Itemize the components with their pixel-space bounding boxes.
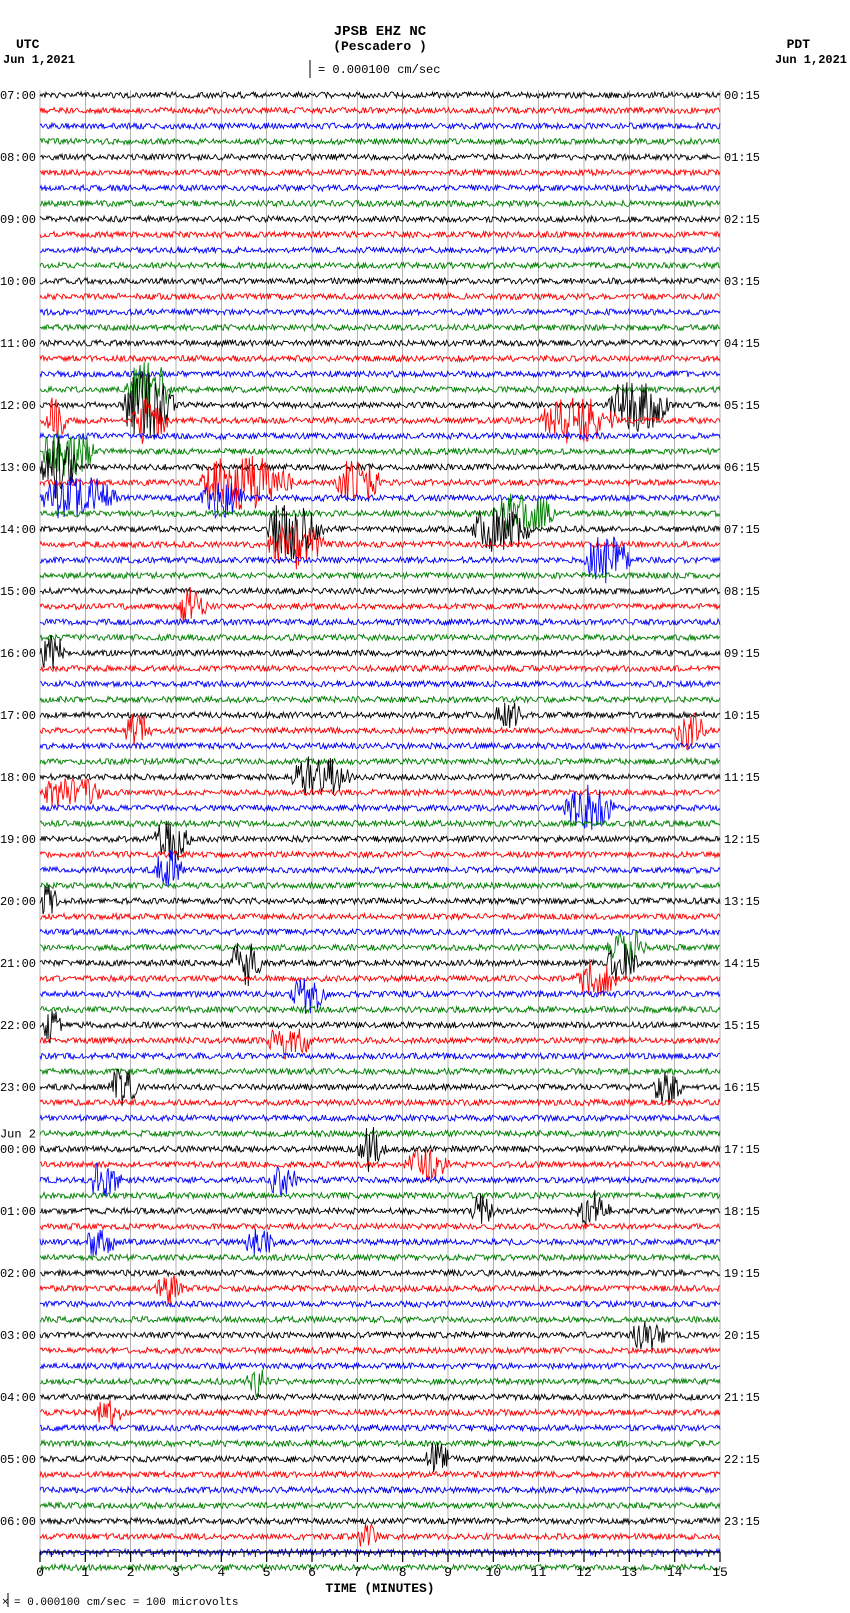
utc-time-label: 05:00 (0, 1453, 36, 1467)
x-tick-label: 0 (36, 1565, 44, 1580)
pdt-time-label: 03:15 (724, 275, 760, 289)
x-tick-label: 9 (444, 1565, 452, 1580)
utc-time-label: 14:00 (0, 523, 36, 537)
pdt-time-label: 16:15 (724, 1081, 760, 1095)
pdt-time-label: 15:15 (724, 1019, 760, 1033)
x-tick-label: 8 (399, 1565, 407, 1580)
pdt-time-label: 11:15 (724, 771, 760, 785)
x-tick-label: 13 (622, 1565, 638, 1580)
utc-time-label: 16:00 (0, 647, 36, 661)
x-tick-label: 3 (172, 1565, 180, 1580)
pdt-time-label: 13:15 (724, 895, 760, 909)
utc-time-label: 22:00 (0, 1019, 36, 1033)
utc-time-label: 23:00 (0, 1081, 36, 1095)
x-tick-label: 7 (353, 1565, 361, 1580)
utc-time-label: 15:00 (0, 585, 36, 599)
x-tick-label: 4 (217, 1565, 225, 1580)
x-tick-label: 14 (667, 1565, 683, 1580)
x-tick-label: 15 (712, 1565, 728, 1580)
station-title: JPSB EHZ NC (334, 24, 427, 40)
utc-time-label: 11:00 (0, 337, 36, 351)
pdt-time-label: 01:15 (724, 151, 760, 165)
utc-time-label: 17:00 (0, 709, 36, 723)
pdt-time-label: 12:15 (724, 833, 760, 847)
utc-time-label: 02:00 (0, 1267, 36, 1281)
pdt-time-label: 19:15 (724, 1267, 760, 1281)
seismogram-plot: JPSB EHZ NC(Pescadero ) = 0.000100 cm/sec… (0, 0, 850, 1613)
pdt-time-label: 17:15 (724, 1143, 760, 1157)
pdt-time-label: 06:15 (724, 461, 760, 475)
x-axis-label: TIME (MINUTES) (325, 1581, 434, 1596)
x-tick-label: 12 (576, 1565, 592, 1580)
pdt-time-label: 00:15 (724, 89, 760, 103)
x-tick-label: 10 (486, 1565, 502, 1580)
utc-time-label: 20:00 (0, 895, 36, 909)
footer-scale-note: = 0.000100 cm/sec = 100 microvolts (14, 1597, 238, 1609)
utc-time-label: 06:00 (0, 1515, 36, 1529)
utc-time-label: 21:00 (0, 957, 36, 971)
right-date: Jun 1,2021 (775, 53, 847, 67)
pdt-time-label: 22:15 (724, 1453, 760, 1467)
utc-time-label: 12:00 (0, 399, 36, 413)
x-tick-label: 11 (531, 1565, 547, 1580)
left-date: Jun 1,2021 (3, 53, 75, 67)
pdt-time-label: 14:15 (724, 957, 760, 971)
utc-time-label: 01:00 (0, 1205, 36, 1219)
utc-time-label: 07:00 (0, 89, 36, 103)
pdt-time-label: 04:15 (724, 337, 760, 351)
utc-time-label: 19:00 (0, 833, 36, 847)
pdt-time-label: 18:15 (724, 1205, 760, 1219)
x-tick-label: 6 (308, 1565, 316, 1580)
pdt-time-label: 21:15 (724, 1391, 760, 1405)
left-timezone: UTC (16, 37, 40, 52)
utc-time-label: 03:00 (0, 1329, 36, 1343)
pdt-time-label: 05:15 (724, 399, 760, 413)
location-label: (Pescadero ) (333, 39, 427, 54)
utc-time-label: 10:00 (0, 275, 36, 289)
footer-scale-prefix: × (2, 1597, 9, 1609)
utc-time-label: 04:00 (0, 1391, 36, 1405)
x-tick-label: 2 (127, 1565, 135, 1580)
utc-time-label: 00:00 (0, 1143, 36, 1157)
scale-bar-text: = 0.000100 cm/sec (318, 63, 440, 77)
pdt-time-label: 09:15 (724, 647, 760, 661)
utc-time-label: 09:00 (0, 213, 36, 227)
utc-time-label: 08:00 (0, 151, 36, 165)
utc-time-label: 18:00 (0, 771, 36, 785)
pdt-time-label: 08:15 (724, 585, 760, 599)
right-timezone: PDT (787, 37, 811, 52)
pdt-time-label: 20:15 (724, 1329, 760, 1343)
x-tick-label: 1 (81, 1565, 89, 1580)
utc-time-label: 13:00 (0, 461, 36, 475)
pdt-time-label: 23:15 (724, 1515, 760, 1529)
pdt-time-label: 02:15 (724, 213, 760, 227)
pdt-time-label: 10:15 (724, 709, 760, 723)
x-tick-label: 5 (263, 1565, 271, 1580)
utc-time-label: Jun 2 (0, 1128, 36, 1142)
pdt-time-label: 07:15 (724, 523, 760, 537)
